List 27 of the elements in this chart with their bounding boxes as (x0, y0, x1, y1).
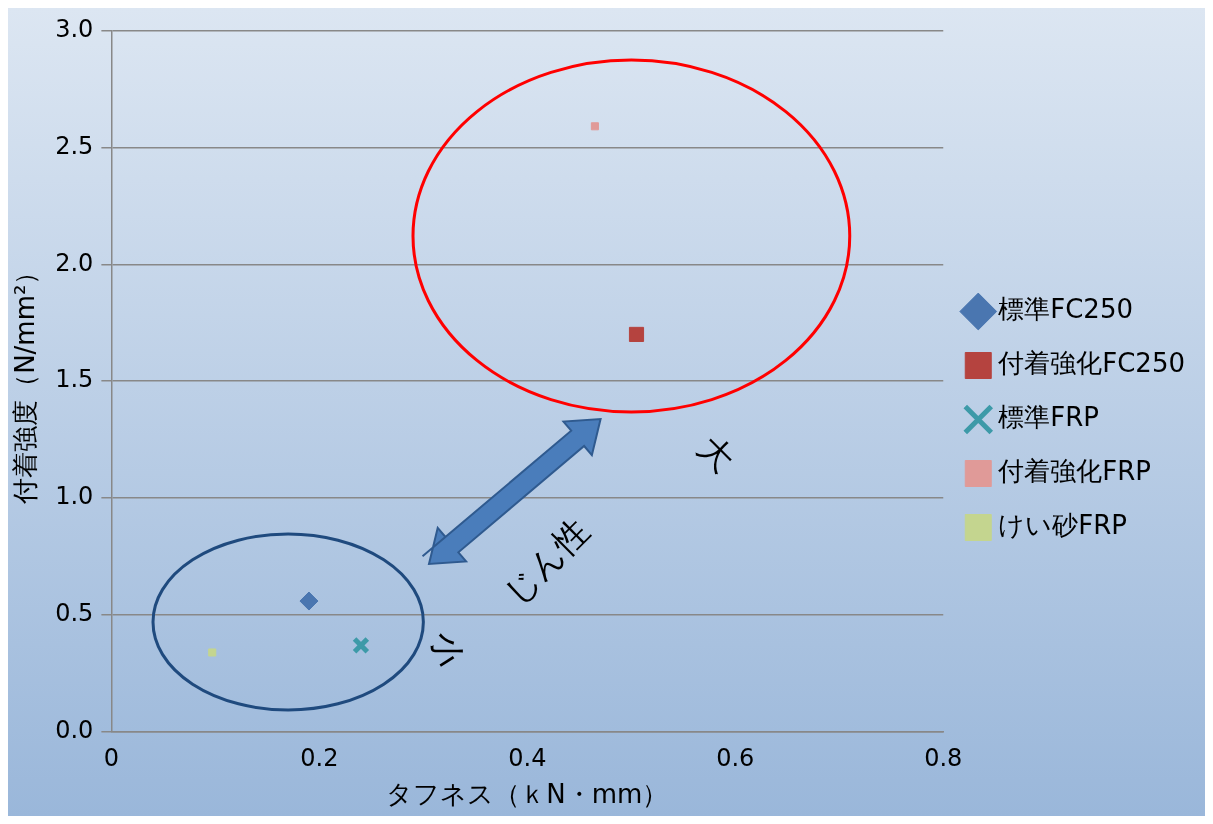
y-tick-label: 0.5 (55, 599, 94, 628)
point (352, 636, 370, 655)
point (299, 591, 319, 611)
annotation: 大 (690, 427, 743, 480)
x-tick-label: 0.8 (924, 743, 963, 772)
legend-label: けい砂FRP (998, 510, 1127, 541)
legend-label: 付着強化FC250 (997, 348, 1186, 379)
y-tick-label: 1.0 (55, 482, 94, 511)
x-tick-label: 0.2 (300, 743, 339, 772)
y-tick-label: 2.5 (55, 131, 94, 160)
legend-label: 標準FC250 (998, 294, 1134, 325)
point (628, 326, 645, 342)
legend-label: 付着強化FRP (997, 456, 1151, 487)
annotation: 小 (427, 633, 468, 668)
legend-label: 標準FRP (998, 402, 1099, 433)
x-tick-label: 0.6 (716, 743, 755, 772)
y-tick-label: 0.0 (55, 716, 94, 745)
y-axis-title: 付着強度（N/mm²） (10, 258, 41, 505)
y-tick-label: 2.0 (55, 248, 94, 277)
x-tick-label: 0 (103, 743, 120, 772)
point (208, 648, 217, 657)
point (590, 122, 599, 131)
x-axis-title: タフネス（ｋN・mm） (386, 779, 669, 810)
y-tick-label: 3.0 (55, 14, 94, 43)
y-tick-label: 1.5 (55, 365, 94, 394)
x-tick-label: 0.4 (508, 743, 547, 772)
annotation: じん性 (494, 510, 597, 613)
